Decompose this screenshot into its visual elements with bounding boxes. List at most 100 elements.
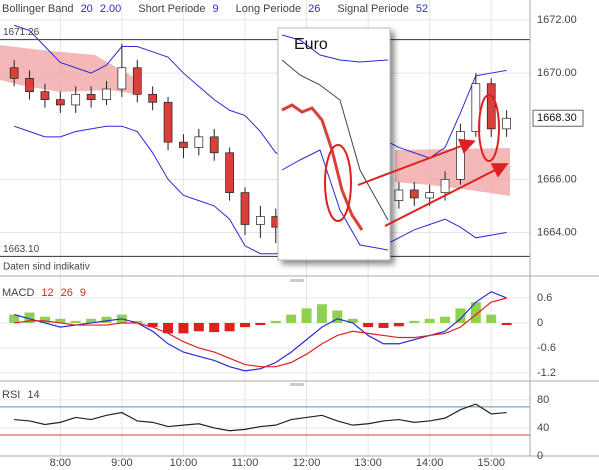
- x-tick-label: 12:00: [293, 457, 321, 469]
- panel-param: 9: [80, 287, 86, 299]
- y-tick-label: -1.2: [537, 367, 556, 379]
- histogram-bar: [163, 322, 174, 334]
- histogram-bar: [193, 322, 204, 332]
- indicator-param: 2.00: [100, 3, 121, 15]
- histogram-bar: [316, 304, 327, 323]
- indicator-label: Long Periode: [236, 3, 301, 15]
- candle-body: [225, 152, 234, 193]
- annotations: [324, 94, 509, 227]
- histogram-bar: [286, 314, 297, 323]
- candle-body: [394, 189, 404, 201]
- candle-body: [86, 93, 96, 100]
- histogram-bar: [101, 316, 112, 323]
- candle-body: [209, 136, 219, 154]
- candle-body: [440, 178, 450, 193]
- histogram-bar: [132, 320, 143, 323]
- x-tick-label: 8:00: [50, 457, 71, 469]
- histogram-bar: [86, 318, 97, 323]
- candle-body: [194, 136, 204, 148]
- x-tick-label: 10:00: [170, 457, 198, 469]
- candle-body: [471, 83, 481, 132]
- y-tick-label: 40: [537, 422, 549, 434]
- histogram-bar: [55, 318, 66, 323]
- x-tick-label: 14:00: [416, 457, 444, 469]
- histogram-bar: [393, 322, 404, 327]
- highlight: [324, 144, 352, 222]
- candle-body: [456, 131, 465, 180]
- x-tick-label: 13:00: [354, 457, 382, 469]
- candle-body: [132, 67, 142, 95]
- histogram-bar: [301, 308, 312, 323]
- candle-body: [240, 192, 250, 225]
- rsi-line: [14, 403, 507, 432]
- histogram-bar: [270, 320, 281, 323]
- histogram-bar: [332, 310, 343, 323]
- histogram-bar: [239, 322, 250, 328]
- histogram-bar: [409, 320, 420, 323]
- histogram-bar: [424, 318, 435, 323]
- histogram-bar: [363, 322, 374, 328]
- cloud: [0, 45, 140, 95]
- indicator-param: 52: [416, 3, 428, 15]
- x-tick-label: 15:00: [477, 457, 505, 469]
- indicator-label: Signal Periode: [337, 3, 409, 15]
- candle-body: [25, 78, 34, 93]
- inset-title: Euro: [294, 36, 328, 53]
- histogram-bar: [255, 322, 266, 326]
- histogram-bar: [501, 322, 512, 326]
- signal-line: [14, 297, 507, 368]
- candle-body: [502, 117, 511, 130]
- highlight: [478, 94, 500, 162]
- indicator-param: 26: [308, 3, 320, 15]
- histogram-bar: [39, 316, 50, 323]
- candle-body: [9, 67, 19, 79]
- y-tick-label: 1672.00: [537, 14, 577, 26]
- panel-param: 14: [27, 389, 39, 401]
- y-tick-label: -0.6: [537, 342, 556, 354]
- candle-body: [256, 216, 265, 225]
- indicator-param: 20: [81, 3, 93, 15]
- band-line: [13, 125, 507, 255]
- inset-line: [281, 34, 389, 63]
- candle-body: [102, 88, 111, 100]
- x-tick-label: 9:00: [111, 457, 132, 469]
- last-price-box: [532, 109, 584, 127]
- arrow: [384, 163, 509, 227]
- note: Daten sind indikativ: [3, 262, 90, 273]
- indicator-label: Bollinger Band: [2, 3, 74, 15]
- drag-handle[interactable]: [290, 279, 304, 282]
- indicator-param: 9: [213, 3, 219, 15]
- histogram-bar: [347, 318, 358, 323]
- candle-body: [55, 99, 65, 106]
- y-tick-label: 80: [537, 394, 549, 406]
- candle-body: [409, 189, 419, 199]
- candle-body: [486, 83, 496, 130]
- panel-param: 26: [61, 287, 73, 299]
- histogram-bar: [224, 322, 235, 332]
- drag-handle[interactable]: [290, 383, 304, 386]
- histogram-bar: [378, 322, 389, 328]
- panel-param: 12: [41, 287, 53, 299]
- panel-title: RSI: [2, 389, 20, 401]
- histogram-bar: [486, 314, 497, 323]
- histogram-bar: [70, 320, 81, 323]
- candle-body: [117, 67, 127, 90]
- histogram-bar: [147, 322, 158, 328]
- y-tick-label: 0: [537, 317, 543, 329]
- arrow: [357, 138, 476, 186]
- histogram-bar: [9, 314, 20, 323]
- histogram-bar: [24, 312, 35, 323]
- inset: Euro: [277, 27, 391, 261]
- band-line: [13, 24, 507, 159]
- inset-line: [281, 59, 389, 221]
- histogram-bar: [440, 316, 451, 323]
- candle-body: [179, 141, 188, 148]
- y-tick-label: 1666.00: [537, 173, 577, 185]
- y-tick-label: 0: [537, 450, 543, 462]
- indicator-label: Short Periode: [138, 3, 205, 15]
- reference-label: 1663.10: [3, 244, 40, 255]
- candle-body: [425, 192, 435, 199]
- y-tick-label: 1670.00: [537, 67, 577, 79]
